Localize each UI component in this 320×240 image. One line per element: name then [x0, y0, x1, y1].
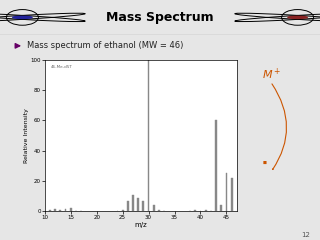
- Bar: [194, 210, 196, 211]
- Bar: [70, 209, 72, 211]
- Text: ■: ■: [263, 161, 267, 165]
- Bar: [215, 120, 217, 211]
- Bar: [127, 201, 129, 211]
- Bar: [49, 210, 51, 211]
- Bar: [137, 198, 139, 211]
- Bar: [231, 178, 233, 211]
- Text: 12: 12: [301, 232, 310, 238]
- Bar: [200, 210, 201, 211]
- Circle shape: [13, 16, 32, 18]
- Bar: [65, 209, 67, 211]
- Bar: [226, 173, 227, 211]
- Text: Mass spectrum of ethanol (MW = 46): Mass spectrum of ethanol (MW = 46): [27, 41, 184, 50]
- Text: $M^+$: $M^+$: [262, 67, 282, 82]
- Bar: [60, 210, 61, 211]
- Bar: [163, 210, 165, 211]
- Y-axis label: Relative Intensity: Relative Intensity: [24, 108, 29, 163]
- Bar: [148, 60, 149, 211]
- Text: Mass Spectrum: Mass Spectrum: [106, 11, 214, 24]
- Bar: [80, 210, 82, 211]
- Bar: [205, 210, 207, 211]
- Text: 46-Me-d5T: 46-Me-d5T: [51, 65, 72, 69]
- Bar: [210, 210, 212, 211]
- Bar: [75, 210, 77, 211]
- Bar: [54, 209, 56, 211]
- Bar: [158, 210, 160, 211]
- Bar: [142, 201, 144, 211]
- Circle shape: [288, 16, 307, 18]
- Bar: [122, 210, 124, 211]
- Bar: [132, 195, 134, 211]
- Bar: [153, 205, 155, 211]
- X-axis label: m/z: m/z: [134, 222, 147, 228]
- Bar: [220, 205, 222, 211]
